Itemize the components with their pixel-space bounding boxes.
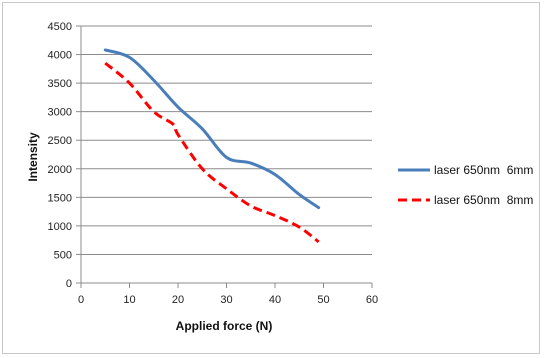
x-tick-label: 50 — [317, 294, 329, 306]
y-tick-label: 3000 — [48, 107, 72, 119]
y-tick-label: 0 — [66, 278, 72, 290]
series-line-2 — [104, 61, 320, 244]
axes — [76, 25, 373, 288]
legend-label-1: laser 650nm 6mm — [434, 163, 533, 177]
y-tick-label: 4000 — [48, 50, 72, 62]
y-axis-title: Intensity — [26, 132, 40, 182]
chart-frame — [2, 2, 540, 354]
x-tick-label: 10 — [123, 294, 135, 306]
gridlines — [81, 25, 372, 255]
y-tick-label: 2500 — [48, 135, 72, 147]
x-tick-label: 60 — [366, 294, 378, 306]
series-lines — [103, 48, 321, 244]
x-tick-label: 20 — [172, 294, 184, 306]
y-tick-label: 500 — [54, 249, 72, 261]
x-tick-labels: 0 10 20 30 40 50 60 — [78, 294, 378, 306]
y-tick-label: 3500 — [48, 78, 72, 90]
y-tick-labels: 0 500 1000 1500 2000 2500 3000 3500 4000 4500 — [48, 21, 72, 290]
series-line-1 — [103, 48, 321, 210]
y-tick-label: 1500 — [48, 192, 72, 204]
y-tick-label: 1000 — [48, 221, 72, 233]
x-tick-label: 30 — [220, 294, 232, 306]
x-tick-label: 0 — [78, 294, 84, 306]
y-tick-label: 4500 — [48, 21, 72, 33]
x-tick-label: 40 — [269, 294, 281, 306]
x-axis-title: Applied force (N) — [176, 319, 273, 333]
legend-label-2: laser 650nm 8mm — [434, 193, 533, 207]
legend: laser 650nm 6mm laser 650nm 8mm — [398, 163, 533, 207]
y-tick-label: 2000 — [48, 164, 72, 176]
